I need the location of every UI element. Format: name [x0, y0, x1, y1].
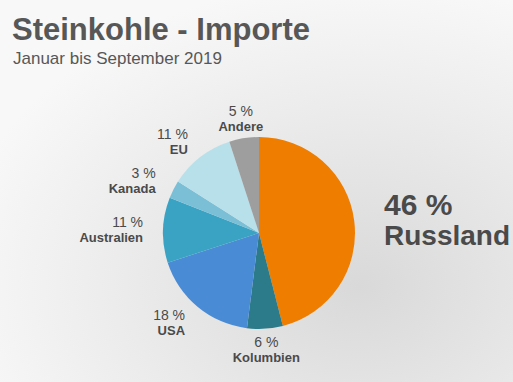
value-label: 18 % — [153, 307, 185, 323]
category-label: EU — [170, 142, 188, 157]
pie — [163, 137, 355, 329]
slice — [229, 137, 259, 233]
category-label: Kolumbien — [233, 350, 300, 365]
value-label: 5 % — [229, 103, 253, 119]
title: Steinkohle - Importe — [12, 12, 310, 47]
value-label: 6 % — [254, 334, 278, 350]
value-label: 3 % — [132, 165, 156, 181]
subtitle: Januar bis September 2019 — [13, 49, 222, 68]
category-label: Australien — [79, 230, 143, 245]
chart: Steinkohle - Importe Januar bis September… — [0, 0, 513, 382]
value-label: 11 % — [157, 126, 188, 142]
category-label: Russland — [384, 220, 510, 251]
category-label: Andere — [218, 119, 263, 134]
category-label: USA — [158, 323, 186, 338]
category-label: Kanada — [109, 181, 157, 196]
value-label: 11 % — [112, 214, 143, 230]
value-label: 46 % — [384, 188, 452, 221]
background — [0, 0, 513, 382]
labels: 46 %Russland6 %Kolumbien18 %USA11 %Austr… — [79, 103, 510, 364]
